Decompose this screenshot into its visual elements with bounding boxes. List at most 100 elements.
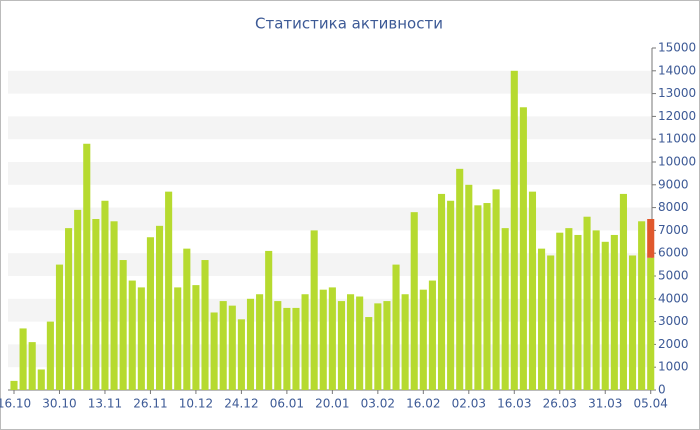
bar: [219, 301, 227, 390]
bar: [638, 221, 646, 390]
bar: [492, 189, 500, 390]
y-tick-label: 5000: [658, 269, 689, 283]
bar: [228, 305, 236, 390]
x-tick-label: 05.04: [634, 397, 668, 411]
bar: [210, 312, 218, 390]
bar: [246, 298, 255, 390]
bar: [565, 228, 573, 390]
bar: [428, 280, 436, 390]
bar: [610, 234, 618, 390]
grid-band: [8, 70, 652, 94]
bar: [137, 287, 145, 390]
bar: [74, 209, 82, 390]
bar: [374, 303, 382, 390]
x-tick-label: 24.12: [224, 397, 258, 411]
y-tick-label: 3000: [658, 314, 689, 328]
bar: [292, 307, 300, 390]
bar: [519, 107, 527, 390]
bar: [628, 255, 637, 390]
bar: [128, 280, 136, 390]
bar: [55, 264, 64, 390]
y-tick-label: 2000: [658, 337, 689, 351]
x-tick-label: 03.02: [361, 397, 395, 411]
bar: [310, 230, 318, 390]
y-tick-label: 13000: [658, 86, 696, 100]
x-tick-label: 26.11: [133, 397, 167, 411]
bar: [174, 287, 182, 390]
bar: [201, 260, 209, 390]
y-tick-label: 4000: [658, 291, 689, 305]
y-tick-label: 15000: [658, 41, 696, 55]
bar: [356, 296, 364, 390]
bar: [265, 250, 273, 390]
bar: [583, 216, 591, 390]
x-tick-label: 16.03: [497, 397, 531, 411]
grid-band: [8, 162, 652, 185]
bar: [483, 203, 491, 390]
x-tick-label: 06.01: [270, 397, 304, 411]
bar: [10, 380, 18, 390]
x-tick-label: 30.10: [42, 397, 76, 411]
grid-band: [8, 116, 652, 140]
y-tick-label: 12000: [658, 109, 696, 123]
y-tick-label: 14000: [658, 63, 696, 77]
bar: [392, 264, 400, 390]
bar: [65, 228, 73, 390]
bar: [419, 289, 427, 390]
bar: [183, 248, 191, 390]
x-tick-label: 10.12: [179, 397, 213, 411]
chart-title: Статистика активности: [255, 15, 443, 33]
bar: [528, 191, 537, 390]
bar: [647, 219, 655, 258]
bar: [319, 289, 327, 390]
bar: [110, 221, 118, 390]
y-tick-label: 8000: [658, 200, 689, 214]
bar: [101, 200, 109, 390]
bar: [556, 232, 564, 390]
x-tick-label: 16.02: [406, 397, 440, 411]
bar: [92, 219, 100, 390]
bar: [447, 200, 455, 390]
bar: [601, 241, 609, 390]
bar: [574, 234, 582, 390]
bar: [465, 184, 473, 390]
bar: [538, 248, 546, 390]
bar: [456, 168, 464, 390]
y-tick-label: 9000: [658, 177, 689, 191]
bar: [301, 294, 309, 390]
bar: [283, 307, 291, 390]
x-tick-label: 13.11: [88, 397, 122, 411]
y-tick-label: 6000: [658, 246, 689, 260]
y-tick-label: 11000: [658, 132, 696, 146]
bar: [547, 255, 555, 390]
bar: [192, 285, 200, 390]
bar: [474, 205, 482, 390]
x-tick-label: 31.03: [588, 397, 622, 411]
bar: [328, 287, 336, 390]
bar: [256, 294, 264, 390]
bar: [165, 191, 173, 390]
x-tick-label: 16.10: [0, 397, 31, 411]
bar: [437, 193, 446, 390]
bar: [274, 301, 282, 390]
bar: [410, 212, 418, 390]
y-tick-label: 7000: [658, 223, 689, 237]
bar: [365, 317, 373, 390]
bar: [401, 294, 409, 390]
x-tick-label: 02.03: [452, 397, 486, 411]
bar: [146, 237, 154, 390]
bar: [155, 225, 164, 390]
bar: [28, 342, 36, 390]
bar: [83, 143, 91, 390]
y-tick-label: 10000: [658, 155, 696, 169]
bar: [337, 301, 346, 390]
bar: [19, 328, 27, 390]
bar: [383, 301, 391, 390]
bar: [37, 369, 45, 390]
bar: [237, 319, 245, 390]
bar: [119, 260, 127, 390]
bar: [592, 230, 600, 390]
bar: [501, 228, 509, 390]
x-tick-label: 20.01: [315, 397, 349, 411]
